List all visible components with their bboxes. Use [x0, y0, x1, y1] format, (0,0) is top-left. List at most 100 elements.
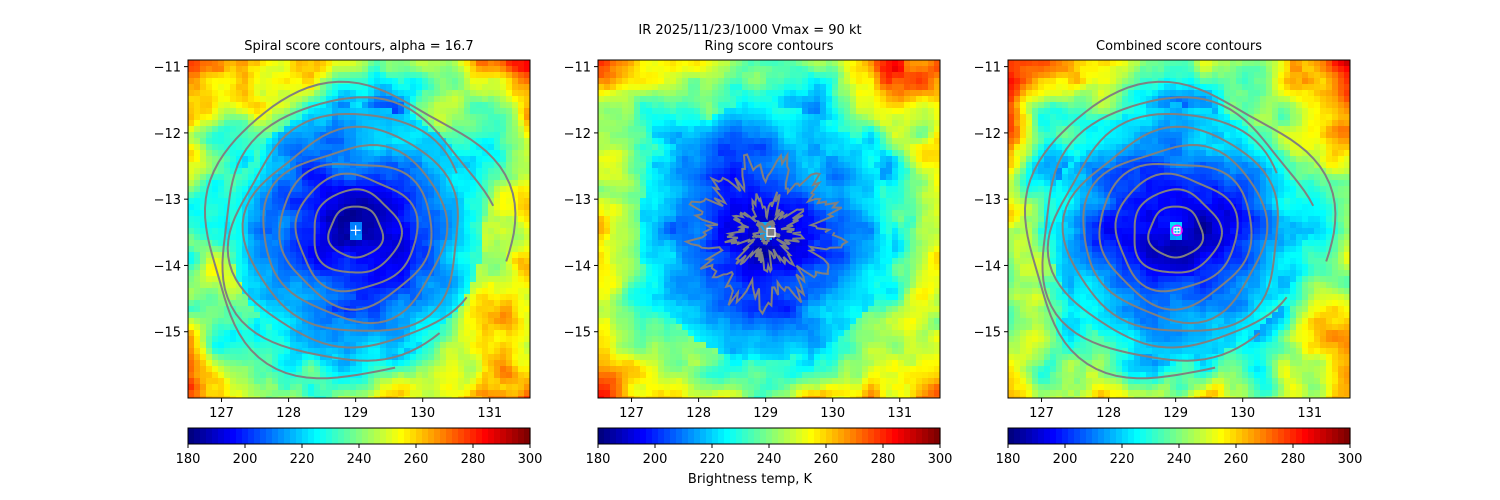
colorbar-segment [1236, 428, 1243, 444]
colorbar-segment [320, 428, 327, 444]
colorbar-segment [1320, 428, 1327, 444]
axes-frame [597, 59, 941, 399]
center-marker-circle [1171, 224, 1183, 237]
colorbar-tick-label: 200 [233, 452, 258, 467]
score-contour-line [221, 96, 495, 362]
colorbar-segment [236, 428, 243, 444]
colorbar-segment [1206, 428, 1213, 444]
colorbar-tick-label: 240 [1167, 452, 1192, 467]
y-tick-label: −11 [154, 61, 181, 76]
colorbar-segment [616, 428, 623, 444]
colorbar-segment [760, 428, 767, 444]
colorbar-segment [724, 428, 731, 444]
colorbar-segment [224, 428, 231, 444]
score-contour-line [313, 188, 403, 274]
score-contour-line [203, 80, 517, 380]
colorbar-segment [1260, 428, 1267, 444]
colorbar-segment [1308, 428, 1315, 444]
colorbar-segment [284, 428, 291, 444]
score-contours [1023, 80, 1337, 380]
colorbar-segment [1044, 428, 1051, 444]
colorbar-segment [332, 428, 339, 444]
colorbar-segment [634, 428, 641, 444]
colorbar-segment [1152, 428, 1159, 444]
colorbar-segment [646, 428, 653, 444]
colorbar-segment [1344, 428, 1351, 444]
score-contour-line [278, 162, 433, 311]
colorbar-segment [386, 428, 393, 444]
colorbar-segment [248, 428, 255, 444]
y-tick-label: −14 [974, 259, 1001, 274]
colorbar-segment [1140, 428, 1147, 444]
colorbar-segment [380, 428, 387, 444]
colorbar-segment [458, 428, 465, 444]
colorbar-segment [314, 428, 321, 444]
colorbar-segment [802, 428, 809, 444]
colorbar-segment [1272, 428, 1279, 444]
colorbar-segment [1116, 428, 1123, 444]
colorbar-segment [844, 428, 851, 444]
colorbar-segment [308, 428, 315, 444]
colorbar-segment [410, 428, 417, 444]
colorbar-segment [688, 428, 695, 444]
colorbar-segment [356, 428, 363, 444]
colorbar-segment [254, 428, 261, 444]
colorbar-segment [422, 428, 429, 444]
score-contour-line [1114, 172, 1239, 293]
colorbar-segment [470, 428, 477, 444]
colorbar-segment [1104, 428, 1111, 444]
colorbar-segment [230, 428, 237, 444]
colorbar-segment [784, 428, 791, 444]
score-contours [683, 151, 849, 316]
colorbar-segment [640, 428, 647, 444]
colorbar-segment [880, 428, 887, 444]
colorbar-segment [218, 428, 225, 444]
x-tick-label: 128 [276, 406, 301, 421]
colorbar-segment [368, 428, 375, 444]
colorbar-segment [266, 428, 273, 444]
colorbar-segment [1056, 428, 1063, 444]
colorbar-tick-label: 180 [996, 452, 1021, 467]
score-contour-line [1098, 162, 1253, 311]
colorbar-segment [1128, 428, 1135, 444]
colorbar-segment [904, 428, 911, 444]
colorbar-segment [1080, 428, 1087, 444]
colorbar-segment [1170, 428, 1177, 444]
colorbar-segment [1074, 428, 1081, 444]
brightness-temp-field [598, 60, 940, 398]
colorbar-segment [892, 428, 899, 444]
colorbar-tick-label: 260 [1224, 452, 1249, 467]
colorbar-segment [1164, 428, 1171, 444]
colorbar-segment [934, 428, 941, 444]
x-tick-label: 127 [619, 406, 644, 421]
colorbar-segment [928, 428, 935, 444]
score-contour-line [1133, 188, 1223, 274]
colorbar-segment [1182, 428, 1189, 444]
colorbar-segment [730, 428, 737, 444]
colorbar-segment [700, 428, 707, 444]
colorbar-segment [1314, 428, 1321, 444]
panel-title-ring: Ring score contours [704, 39, 834, 54]
score-contour-line [1147, 205, 1205, 259]
colorbar-segment [488, 428, 495, 444]
colorbar-segment [1338, 428, 1345, 444]
colorbar-segment [476, 428, 483, 444]
axes-frame [1007, 59, 1351, 399]
brightness-temp-field [1008, 60, 1350, 398]
colorbar-segment [712, 428, 719, 444]
colorbar-segment [826, 428, 833, 444]
colorbar-segment [338, 428, 345, 444]
colorbar-segment [694, 428, 701, 444]
x-tick-label: 131 [477, 406, 502, 421]
colorbar-segment [874, 428, 881, 444]
colorbar-segment [1278, 428, 1285, 444]
colorbar: 180 200 220 240 260 280 300 [996, 427, 1362, 467]
colorbar-segment [766, 428, 773, 444]
colorbar-segment [886, 428, 893, 444]
colorbar-segment [506, 428, 513, 444]
colorbar-segment [898, 428, 905, 444]
colorbar-tick-label: 240 [347, 452, 372, 467]
colorbar-tick-label: 300 [928, 452, 953, 467]
